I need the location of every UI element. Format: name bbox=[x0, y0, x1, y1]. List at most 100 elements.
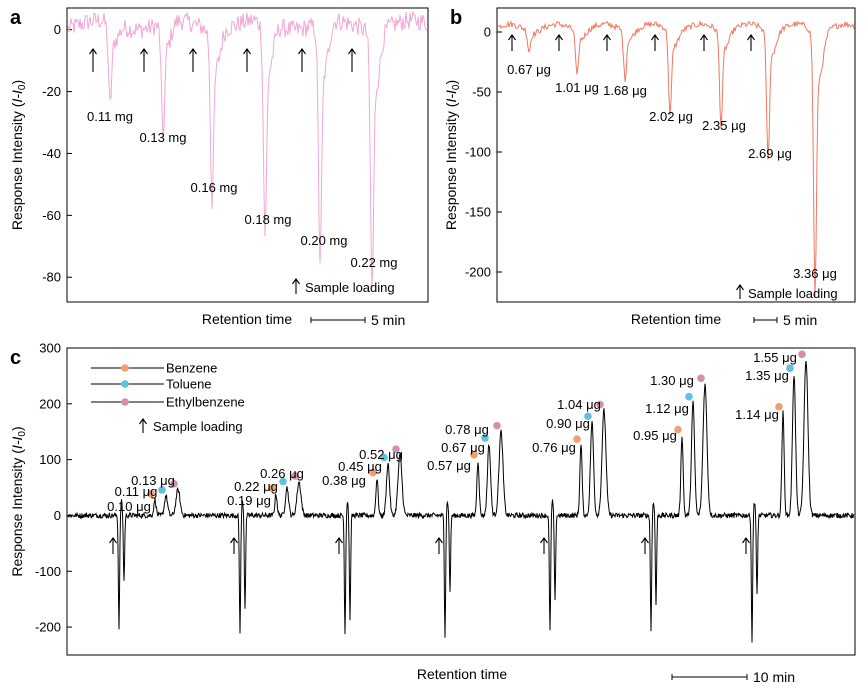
peak-label: 1.55 μg bbox=[753, 350, 797, 365]
y-tick-label: -50 bbox=[472, 85, 491, 100]
sample-loading-arrowhead bbox=[508, 34, 516, 41]
peak-label: 0.90 μg bbox=[546, 416, 590, 431]
peak-marker-toluene bbox=[786, 364, 794, 373]
sample-loading-arrowhead bbox=[641, 537, 649, 544]
legend-marker bbox=[121, 364, 129, 372]
peak-label: 2.02 μg bbox=[649, 109, 693, 124]
peak-label: 3.36 μg bbox=[793, 266, 837, 281]
peak-marker-toluene bbox=[380, 453, 388, 462]
peak-label: 0.76 μg bbox=[532, 440, 576, 455]
y-tick-label: 0 bbox=[54, 508, 61, 523]
sample-loading-arrowhead bbox=[555, 34, 563, 41]
legend-label: Ethylbenzene bbox=[166, 395, 245, 410]
peak-label: 0.67 μg bbox=[507, 62, 551, 77]
y-tick-label: -80 bbox=[42, 270, 61, 285]
loading-legend: Sample loading bbox=[305, 280, 395, 295]
sample-loading-arrowhead bbox=[747, 34, 755, 41]
y-axis-label-var: I-I bbox=[9, 436, 25, 449]
y-axis-label-prefix: Response Intensity ( bbox=[443, 102, 459, 230]
peak-marker-toluene bbox=[584, 412, 592, 421]
loading-legend: Sample loading bbox=[153, 419, 243, 434]
panel-b: 0 -50 -100 -150 -200 b Response Intensity (I-I… bbox=[443, 7, 856, 328]
peak-label: 0.67 μg bbox=[441, 440, 485, 455]
peak-label: 0.18 mg bbox=[245, 212, 292, 227]
peak-label: 0.20 mg bbox=[301, 233, 348, 248]
sample-loading-arrowhead bbox=[140, 48, 148, 55]
y-axis-label-sub: 0 bbox=[17, 84, 28, 90]
y-axis-label-suffix: ) bbox=[443, 80, 459, 85]
y-axis-label-var: I-I bbox=[9, 90, 25, 103]
sample-loading-arrowhead bbox=[189, 48, 197, 55]
peak-label: 1.35 μg bbox=[745, 368, 789, 383]
x-axis-label: Retention time bbox=[417, 666, 507, 682]
y-tick-label: -100 bbox=[465, 145, 491, 160]
legend-label: Toluene bbox=[166, 377, 212, 392]
panel-letter: c bbox=[10, 347, 21, 369]
peak-label: 0.16 mg bbox=[191, 180, 238, 195]
panel-letter: b bbox=[450, 7, 462, 29]
panel-letter: a bbox=[10, 7, 22, 29]
loading-legend: Sample loading bbox=[748, 286, 838, 301]
y-tick-label: -100 bbox=[35, 564, 61, 579]
legend-label: Benzene bbox=[166, 361, 217, 376]
y-axis-label: Response Intensity (I-I0) bbox=[443, 80, 462, 230]
peak-label: 0.22 μg bbox=[234, 479, 278, 494]
sample-loading-arrowhead bbox=[243, 48, 251, 55]
peak-marker-ethylbenzene bbox=[291, 472, 299, 480]
y-axis-label-prefix: Response Intensity ( bbox=[9, 449, 25, 577]
peak-label: 0.26 μg bbox=[260, 466, 304, 481]
sample-loading-arrowhead bbox=[540, 537, 548, 544]
y-tick-label: -200 bbox=[35, 620, 61, 635]
sample-loading-arrowhead bbox=[435, 537, 443, 544]
peak-label: 0.45 μg bbox=[338, 459, 382, 474]
peak-marker-toluene bbox=[158, 486, 166, 494]
legend-marker bbox=[121, 380, 129, 388]
sample-loading-arrowhead bbox=[742, 537, 750, 544]
y-tick-label: 0 bbox=[54, 22, 61, 37]
x-axis-label: Retention time bbox=[631, 311, 721, 327]
peak-marker-benzene bbox=[147, 490, 155, 498]
peak-marker-ethylbenzene bbox=[170, 479, 178, 488]
y-tick-label: -200 bbox=[465, 265, 491, 280]
y-axis-label-sub: 0 bbox=[451, 84, 462, 90]
peak-marker-toluene bbox=[685, 392, 693, 401]
peak-label: 0.13 μg bbox=[131, 473, 175, 488]
plot-frame bbox=[66, 347, 856, 656]
peak-label: 1.68 μg bbox=[603, 83, 647, 98]
peak-label: 0.22 mg bbox=[351, 255, 398, 270]
peak-label: 0.95 μg bbox=[633, 428, 677, 443]
peak-label: 0.10 μg bbox=[107, 499, 151, 514]
peak-label: 0.19 μg bbox=[227, 493, 271, 508]
scale-bar-label: 10 min bbox=[753, 669, 795, 685]
peak-marker-ethylbenzene bbox=[392, 445, 400, 453]
y-tick-label: -20 bbox=[42, 84, 61, 99]
y-tick-label: -150 bbox=[465, 205, 491, 220]
peak-label: 0.13 mg bbox=[140, 130, 187, 145]
legend-marker bbox=[121, 398, 129, 406]
peak-marker-benzene bbox=[268, 484, 276, 493]
peak-marker-toluene bbox=[279, 477, 287, 486]
peak-label: 0.38 μg bbox=[322, 473, 366, 488]
peak-label: 0.11 μg bbox=[115, 484, 158, 499]
y-axis-label-suffix: ) bbox=[9, 80, 25, 85]
peak-marker-ethylbenzene bbox=[596, 400, 604, 409]
peak-label: 0.57 μg bbox=[427, 458, 471, 473]
peak-marker-benzene bbox=[674, 425, 682, 434]
scale-bar-label: 5 min bbox=[783, 312, 817, 328]
y-axis-label-var: I-I bbox=[443, 90, 459, 103]
sample-loading-arrowhead bbox=[109, 537, 117, 544]
peak-marker-benzene bbox=[369, 468, 377, 477]
x-axis-label: Retention time bbox=[202, 311, 292, 327]
peak-label: 1.12 μg bbox=[645, 401, 689, 416]
peak-label: 1.30 μg bbox=[650, 373, 694, 388]
peak-marker-benzene bbox=[573, 435, 581, 443]
y-axis-label: Response Intensity (I-I0) bbox=[9, 80, 28, 230]
peak-marker-ethylbenzene bbox=[798, 350, 806, 359]
scale-bar-label: 5 min bbox=[371, 312, 405, 328]
peak-marker-toluene bbox=[481, 434, 489, 442]
sample-loading-arrowhead bbox=[335, 537, 343, 544]
sample-loading-arrowhead bbox=[700, 34, 708, 41]
